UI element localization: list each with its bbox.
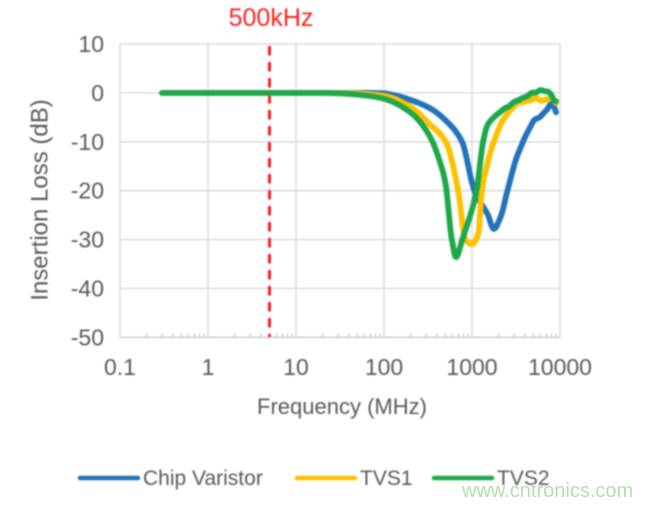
svg-text:-10: -10 (71, 129, 104, 155)
svg-text:0: 0 (91, 80, 104, 106)
svg-text:Frequency (MHz): Frequency (MHz) (257, 394, 427, 419)
svg-text:-50: -50 (71, 324, 104, 350)
svg-text:10: 10 (283, 354, 309, 380)
svg-text:500kHz: 500kHz (229, 4, 314, 32)
svg-text:-30: -30 (71, 227, 104, 253)
svg-text:1000: 1000 (446, 354, 497, 380)
svg-text:www.cntronics.com: www.cntronics.com (461, 480, 633, 502)
svg-text:Insertion Loss (dB): Insertion Loss (dB) (27, 99, 54, 300)
svg-text:0.1: 0.1 (104, 354, 136, 380)
svg-text:10: 10 (78, 31, 104, 57)
svg-text:-20: -20 (71, 178, 104, 204)
svg-text:-40: -40 (71, 276, 104, 302)
svg-text:10000: 10000 (528, 354, 592, 380)
svg-text:100: 100 (365, 354, 403, 380)
svg-text:Chip Varistor: Chip Varistor (143, 467, 263, 490)
svg-text:TVS2: TVS2 (497, 467, 550, 490)
svg-text:TVS1: TVS1 (360, 467, 413, 490)
svg-text:1: 1 (202, 354, 215, 380)
